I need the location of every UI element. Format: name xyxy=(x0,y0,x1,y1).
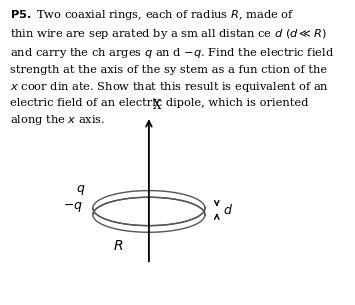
Text: $-q$: $-q$ xyxy=(64,200,83,214)
Text: X: X xyxy=(153,99,162,112)
Text: $\mathbf{P5.}$ Two coaxial rings, each of radius $\mathit{R}$, made of
thin wire: $\mathbf{P5.}$ Two coaxial rings, each o… xyxy=(10,8,334,127)
Text: $d$: $d$ xyxy=(223,203,233,217)
Text: $R$: $R$ xyxy=(113,239,123,253)
Text: $q$: $q$ xyxy=(76,183,86,197)
